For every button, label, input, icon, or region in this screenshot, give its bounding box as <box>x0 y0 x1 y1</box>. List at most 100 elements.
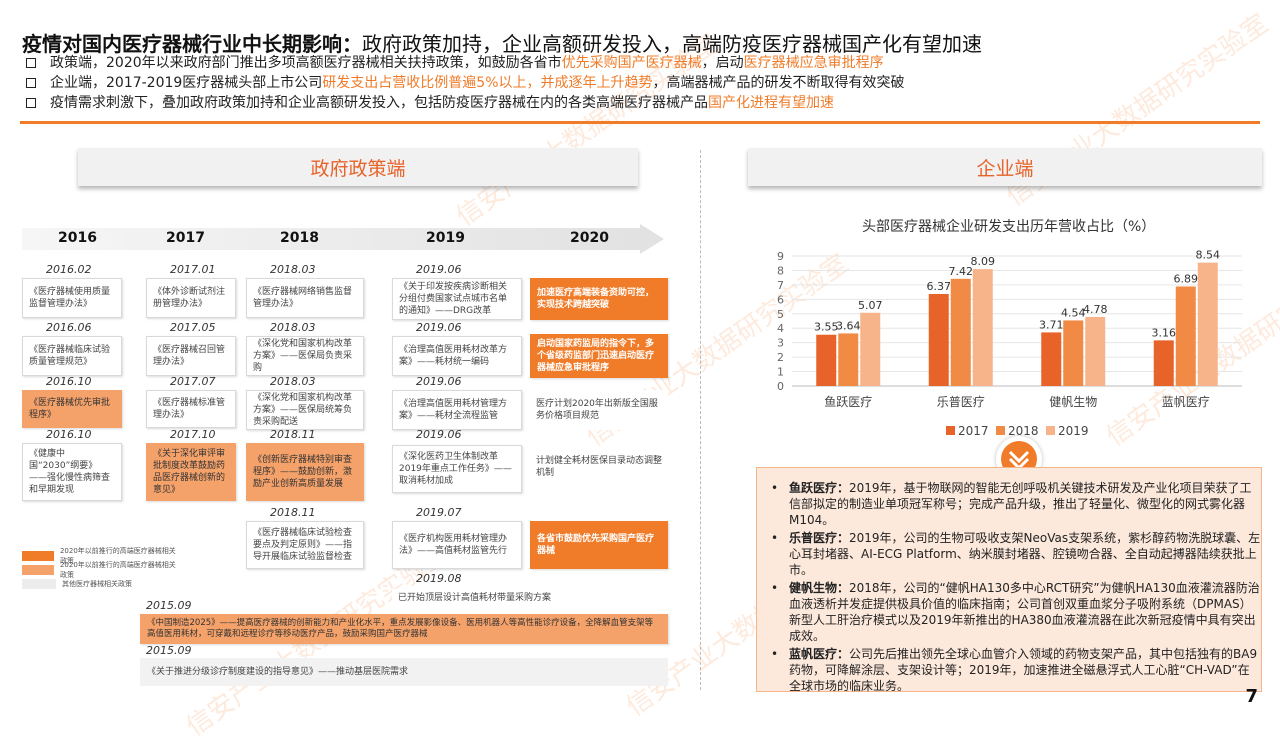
right-panel-title: 企业端 <box>748 148 1262 186</box>
chart-title: 头部医疗器械企业研发支出历年营收占比（%） <box>862 219 1156 235</box>
policy-box: 各省市鼓励优先采购国产医疗器械 <box>530 521 668 569</box>
timeline-arrow: 2016 2017 2018 2019 2020 <box>22 224 668 254</box>
policy-text: 已开始顶层设计高值耗材带量采购方案 <box>398 593 552 603</box>
bullet-text: ，启动 <box>701 55 744 71</box>
y-tick-label: 7 <box>777 279 784 292</box>
policy-date: 2016.06 <box>46 321 92 334</box>
policy-box: 《关于深化审评审批制度改革鼓励药品医疗器械创新的意见》 <box>146 443 236 501</box>
bullet-text: 疫情需求刺激下，叠加政府政策加持和企业高额研发投入，包括防疫医疗器械在内的各类高… <box>50 95 708 111</box>
data-label: 7.42 <box>949 265 974 278</box>
bullet-dot-icon: • <box>771 581 779 595</box>
policy-text: 《创新医疗器械特别审查程序》——鼓励创新，激励产业创新高质量发展 <box>253 455 353 489</box>
policy-box: 《医疗器械优先审批程序》 <box>22 390 122 428</box>
data-label: 5.07 <box>858 299 883 312</box>
policy-text: 《深化党和国家机构改革方案》——医保局统筹负责采购配送 <box>253 393 353 427</box>
data-label: 3.16 <box>1152 326 1177 339</box>
x-tick-label: 乐普医疗 <box>937 395 985 409</box>
policy-text: 《医疗器械网络销售监督管理办法》 <box>253 287 353 309</box>
legend-item: 其他医疗器械相关政策 <box>22 577 182 591</box>
bar <box>816 334 837 386</box>
company-name: 鱼跃医疗： <box>789 481 850 495</box>
legend-swatch <box>22 551 54 561</box>
bar <box>1175 286 1196 386</box>
policy-box: 医疗计划2020年出新版全国服务价格项目规范 <box>530 390 668 430</box>
policy-text: 《深化医药卫生体制改革2019年重点工作任务》——取消耗材加成 <box>399 452 512 486</box>
bar <box>1063 320 1084 386</box>
legend-swatch <box>996 426 1005 435</box>
policy-box: 《创新医疗器械特别审查程序》——鼓励创新，激励产业创新高质量发展 <box>246 443 364 501</box>
bullet-dot-icon: • <box>771 481 779 495</box>
policy-box: 《深化党和国家机构改革方案》——医保局统筹负责采购配送 <box>246 390 364 430</box>
policy-box: 启动国家药监局的指令下，多个省级药监部门迅速启动医疗器械应急审批程序 <box>530 334 668 378</box>
bullet-highlight: 优先采购国产医疗器械 <box>561 55 702 71</box>
company-text: 2018年，公司的“健帆HA130多中心RCT研究”为健帆HA130血液灌流器防… <box>789 581 1260 643</box>
policy-box: 《医疗器械标准管理办法》 <box>146 390 236 428</box>
policy-date: 2017.07 <box>170 375 216 388</box>
y-tick-label: 5 <box>777 308 784 321</box>
data-label: 4.78 <box>1083 303 1108 316</box>
y-tick-label: 8 <box>777 264 784 277</box>
policy-text: 《医疗器械召回管理办法》 <box>153 345 226 367</box>
policy-date: 2018.03 <box>270 263 316 276</box>
policy-text: 《体外诊断试剂注册管理办法》 <box>153 287 226 309</box>
square-bullet-icon <box>26 58 36 68</box>
policy-box: 《治理高值医用耗材管理方案》——耗材全流程监管 <box>392 390 522 430</box>
data-label: 8.09 <box>971 255 996 268</box>
policy-box: 《体外诊断试剂注册管理办法》 <box>146 278 236 318</box>
bullet-highlight: 国产化进程有望加速 <box>708 95 834 111</box>
data-label: 3.55 <box>814 321 839 334</box>
policy-box: 《医疗器械召回管理办法》 <box>146 336 236 376</box>
page-number: 7 <box>1245 686 1258 707</box>
x-tick-label: 鱼跃医疗 <box>824 395 872 409</box>
legend-swatch <box>1046 426 1055 435</box>
policy-date: 2019.07 <box>416 506 462 519</box>
legend-item: 2020年以前推行的高端医疗器械相关政策 <box>22 547 182 565</box>
company-name: 乐普医疗： <box>789 531 850 545</box>
company-bullet: • 健帆生物：2018年，公司的“健帆HA130多中心RCT研究”为健帆HA130… <box>757 580 1261 644</box>
data-label: 8.54 <box>1196 249 1221 262</box>
policy-date: 2018.03 <box>270 321 316 334</box>
policy-date: 2017.01 <box>170 263 216 276</box>
data-label: 4.54 <box>1061 306 1086 319</box>
policy-text: 加速医疗高端装备资助可控，实现技术跨越突破 <box>537 288 655 310</box>
y-tick-label: 2 <box>777 351 784 364</box>
header-rule <box>20 121 1260 124</box>
policy-date: 2016.10 <box>46 375 92 388</box>
y-tick-label: 6 <box>777 293 784 306</box>
policy-text: 《治理高值医用耗材改革方案》——耗材统一编码 <box>399 345 508 367</box>
policy-box: 《医疗器械使用质量监督管理办法》 <box>22 278 122 318</box>
bar <box>1041 332 1062 386</box>
policy-box: 加速医疗高端装备资助可控，实现技术跨越突破 <box>530 278 668 320</box>
timeline-arrowhead <box>640 224 664 254</box>
bullet-dot-icon: • <box>771 531 779 545</box>
policy-box: 计划健全耗材医保目录动态调整机制 <box>530 446 668 488</box>
policy-date: 2019.06 <box>416 321 462 334</box>
policy-text: 计划健全耗材医保目录动态调整机制 <box>536 456 663 478</box>
bar <box>1153 340 1174 386</box>
company-name: 健帆生物： <box>789 581 850 595</box>
y-tick-label: 1 <box>777 366 784 379</box>
policy-box: 《关于印发按疾病诊断相关分组付费国家试点城市名单的通知》——DRG改革 <box>392 278 522 320</box>
policy-text: 《关于推进分级诊疗制度建设的指导意见》——推动基层医院需求 <box>147 667 409 677</box>
policy-date: 2015.09 <box>146 599 192 612</box>
bullet-text: 企业端，2017-2019医疗器械头部上市公司 <box>50 75 323 91</box>
policy-text: 《治理高值医用耗材管理方案》——耗材全流程监管 <box>399 399 508 421</box>
policy-box: 《医疗器械临床试验检查要点及判定原则》——指导开展临床试验监督检查 <box>246 521 364 569</box>
company-bullet: • 鱼跃医疗：2019年，基于物联网的智能无创呼吸机关键技术研发及产业化项目荣获了… <box>757 480 1261 528</box>
policy-date: 2019.08 <box>416 572 462 585</box>
policy-box: 《医疗器械临床试验质量管理规范》 <box>22 336 122 376</box>
policy-box: 《深化医药卫生体制改革2019年重点工作任务》——取消耗材加成 <box>392 445 522 493</box>
panel-divider <box>700 150 702 690</box>
legend-swatch <box>946 426 955 435</box>
legend-swatch <box>22 579 56 589</box>
summary-bullet: 企业端，2017-2019医疗器械头部上市公司 研发支出占营收比例普遍5%以上，并… <box>22 73 1262 93</box>
y-tick-label: 9 <box>777 250 784 263</box>
policy-date: 2016.10 <box>46 428 92 441</box>
x-tick-label: 蓝帆医疗 <box>1162 394 1210 409</box>
policy-date: 2018.11 <box>270 428 316 441</box>
year-label: 2016 <box>58 230 97 246</box>
policy-text: 《关于印发按疾病诊断相关分组付费国家试点城市名单的通知》——DRG改革 <box>399 282 508 316</box>
policy-box: 《深化党和国家机构改革方案》——医保局负责采购 <box>246 336 364 376</box>
policy-text: 《医疗机构医用耗材管理办法》——高值耗材监管先行 <box>399 534 508 556</box>
policy-date: 2019.06 <box>416 428 462 441</box>
